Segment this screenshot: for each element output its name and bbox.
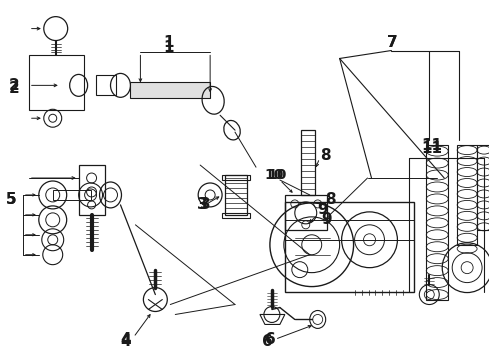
Text: 8: 8 <box>325 193 335 207</box>
Text: 11: 11 <box>421 141 442 156</box>
Bar <box>53 190 91 200</box>
Text: 3: 3 <box>197 197 208 212</box>
Text: 4: 4 <box>121 332 131 347</box>
Bar <box>301 130 315 195</box>
Text: 1: 1 <box>163 40 174 55</box>
Text: 4: 4 <box>121 334 131 349</box>
Text: 2: 2 <box>9 81 20 96</box>
Text: 5: 5 <box>6 193 17 207</box>
Bar <box>426 145 448 300</box>
Text: 8: 8 <box>319 148 330 163</box>
Bar <box>29 55 84 110</box>
Text: 6: 6 <box>265 332 276 347</box>
Bar <box>225 175 247 215</box>
Text: 11: 11 <box>421 138 442 153</box>
Bar <box>222 175 250 180</box>
Text: 6: 6 <box>262 334 272 349</box>
Text: 10: 10 <box>265 168 284 182</box>
Text: 9: 9 <box>322 212 332 228</box>
Bar <box>222 213 250 218</box>
Bar <box>285 202 415 292</box>
Bar <box>285 220 415 240</box>
Bar <box>78 165 104 215</box>
Bar <box>457 145 477 245</box>
Text: 1: 1 <box>163 35 174 50</box>
Bar <box>285 195 327 230</box>
Bar <box>477 145 490 230</box>
Text: 5: 5 <box>6 193 17 207</box>
Text: 7: 7 <box>388 35 398 50</box>
Bar <box>130 82 210 98</box>
Bar <box>96 75 116 95</box>
Text: 7: 7 <box>388 35 398 50</box>
Polygon shape <box>260 315 285 324</box>
Text: 2: 2 <box>9 78 20 93</box>
Text: 10: 10 <box>268 168 287 182</box>
Text: 9: 9 <box>318 202 328 217</box>
Text: 3: 3 <box>200 197 211 212</box>
